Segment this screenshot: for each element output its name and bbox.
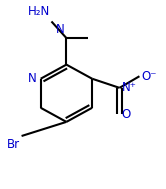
Text: O⁻: O⁻ [141,70,157,83]
Text: Br: Br [7,138,20,151]
Text: N: N [56,23,65,36]
Text: N: N [28,72,37,85]
Text: H₂N: H₂N [28,5,50,18]
Text: N⁺: N⁺ [122,81,136,94]
Text: O: O [122,108,131,121]
